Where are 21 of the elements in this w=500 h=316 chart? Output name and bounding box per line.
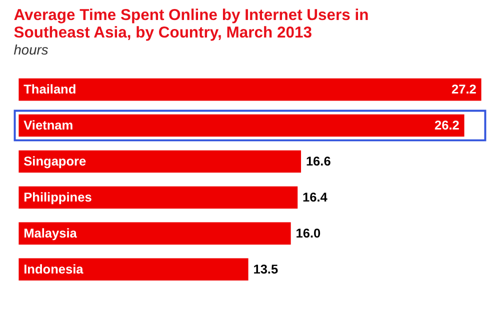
y-tick-label: Vietnam xyxy=(24,117,74,132)
y-tick-label: Singapore xyxy=(24,153,86,168)
text: Average Time Spent Online by Internet Users in xyxy=(14,7,369,24)
y-tick-label: Thailand xyxy=(24,82,76,96)
bar xyxy=(18,258,248,281)
bar xyxy=(18,186,298,209)
data-label: 13.5 xyxy=(253,261,278,276)
bar xyxy=(18,150,302,173)
bar xyxy=(18,114,464,137)
bar xyxy=(18,78,482,101)
data-label: 27.2 xyxy=(451,82,476,96)
y-tick-label: Philippines xyxy=(24,189,92,204)
data-label: 16.0 xyxy=(296,225,321,240)
y-tick-label: Indonesia xyxy=(24,261,84,276)
data-label: 16.6 xyxy=(306,153,331,168)
y-tick-label: Malaysia xyxy=(24,225,78,240)
chart-subtitle: hours xyxy=(14,42,48,58)
bar xyxy=(18,222,291,245)
data-label: 16.4 xyxy=(302,189,328,204)
text: Southeast Asia, by Country, March 2013 xyxy=(14,24,312,42)
data-label: 26.2 xyxy=(434,117,460,132)
